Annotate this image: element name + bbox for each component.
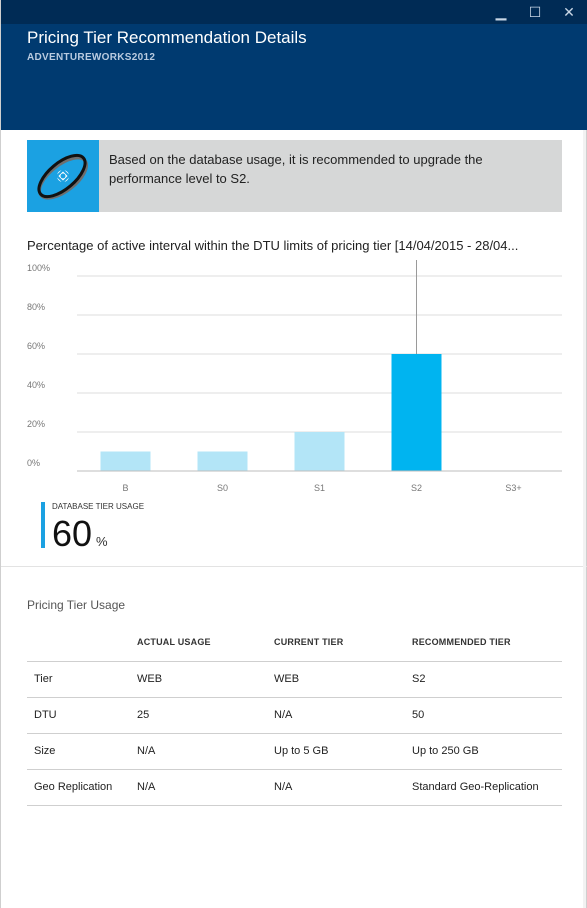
- blade-header: ▁ ☐ ✕ Pricing Tier Recommendation Detail…: [1, 0, 587, 130]
- chart-title: Percentage of active interval within the…: [27, 238, 519, 253]
- chart-svg: 0% 20% 40% 60% 80% 100% B S0 S1 S2 S3+: [27, 260, 562, 493]
- table-cell: DTU: [27, 697, 130, 734]
- table-header: [27, 623, 130, 662]
- y-tick-label: 20%: [27, 419, 45, 429]
- usage-accent-bar: [41, 502, 45, 548]
- table-header-row: ACTUAL USAGE CURRENT TIER RECOMMENDED TI…: [27, 623, 562, 662]
- x-tick-label: S3+: [505, 483, 521, 493]
- table-header: RECOMMENDED TIER: [405, 623, 562, 662]
- usage-value-block: 60%: [52, 514, 108, 562]
- table-header: ACTUAL USAGE: [130, 623, 267, 662]
- table-row[interactable]: Geo Replication N/A N/A Standard Geo-Rep…: [27, 769, 562, 806]
- window-control-strip: ▁ ☐ ✕: [1, 0, 587, 24]
- dtu-chart[interactable]: 0% 20% 40% 60% 80% 100% B S0 S1 S2 S3+: [27, 260, 562, 500]
- maximize-icon[interactable]: ☐: [528, 4, 542, 20]
- table-cell: Geo Replication: [27, 769, 130, 806]
- table-cell: S2: [405, 661, 562, 698]
- y-tick-label: 40%: [27, 380, 45, 390]
- section-divider: [1, 566, 587, 567]
- table-cell: N/A: [267, 697, 405, 734]
- x-tick-label: S2: [411, 483, 422, 493]
- page-subtitle: ADVENTUREWORKS2012: [27, 52, 156, 63]
- pricing-tier-table: ACTUAL USAGE CURRENT TIER RECOMMENDED TI…: [27, 623, 562, 806]
- y-tick-label: 60%: [27, 341, 45, 351]
- table-cell: N/A: [267, 769, 405, 806]
- x-tick-label: S1: [314, 483, 325, 493]
- table-cell: WEB: [130, 661, 267, 698]
- recommendation-text: Based on the database usage, it is recom…: [109, 152, 483, 186]
- table-cell: Tier: [27, 661, 130, 698]
- usage-value: 60: [52, 513, 93, 554]
- vertical-scrollbar[interactable]: [583, 130, 586, 908]
- table-cell: Up to 5 GB: [267, 733, 405, 770]
- table-cell: 25: [130, 697, 267, 734]
- usage-label: DATABASE TIER USAGE: [52, 502, 145, 511]
- chart-bar: [100, 451, 151, 471]
- x-tick-label: S0: [217, 483, 228, 493]
- table-cell: Up to 250 GB: [405, 733, 562, 770]
- y-tick-label: 0%: [27, 458, 40, 468]
- chart-bar: [197, 451, 248, 471]
- table-cell: 50: [405, 697, 562, 734]
- table-header: CURRENT TIER: [267, 623, 405, 662]
- close-icon[interactable]: ✕: [563, 4, 575, 20]
- table-cell: N/A: [130, 733, 267, 770]
- table-row[interactable]: Size N/A Up to 5 GB Up to 250 GB: [27, 733, 562, 770]
- table-cell: N/A: [130, 769, 267, 806]
- usage-unit: %: [96, 534, 108, 549]
- y-tick-label: 80%: [27, 302, 45, 312]
- table-cell: Size: [27, 733, 130, 770]
- chart-bar: [391, 354, 442, 471]
- page-title: Pricing Tier Recommendation Details: [27, 28, 307, 47]
- table-cell: Standard Geo-Replication: [405, 769, 562, 806]
- minimize-icon[interactable]: ▁: [495, 4, 507, 20]
- table-row[interactable]: Tier WEB WEB S2: [27, 661, 562, 698]
- y-tick-label: 100%: [27, 263, 50, 273]
- recommendation-banner[interactable]: Based on the database usage, it is recom…: [27, 140, 562, 212]
- chart-bar: [294, 432, 345, 471]
- table-row[interactable]: DTU 25 N/A 50: [27, 697, 562, 734]
- pricing-tier-usage-title: Pricing Tier Usage: [27, 598, 126, 612]
- database-recommendation-icon: [27, 140, 99, 212]
- table-cell: WEB: [267, 661, 405, 698]
- x-tick-label: B: [122, 483, 128, 493]
